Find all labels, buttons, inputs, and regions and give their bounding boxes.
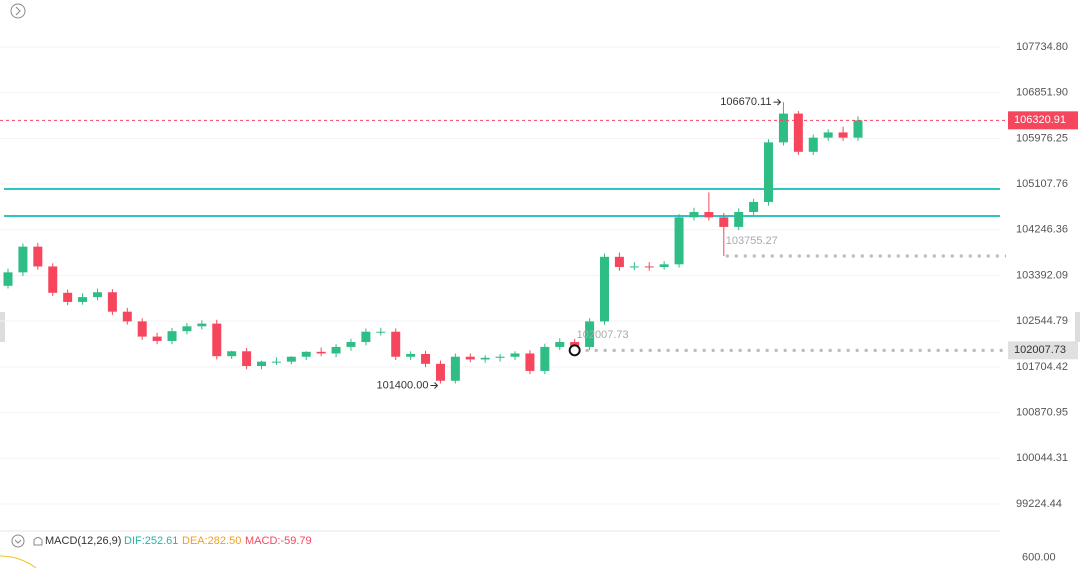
- candle-body: [674, 217, 684, 265]
- level-marker: [568, 344, 581, 357]
- candle-body: [525, 353, 535, 371]
- macd-line: [0, 555, 37, 568]
- collapse-button[interactable]: [10, 3, 26, 19]
- left-handle[interactable]: [0, 312, 5, 342]
- level-box: [1008, 341, 1078, 360]
- candle-body: [406, 354, 416, 357]
- candle-body: [495, 356, 505, 358]
- candle-body: [421, 354, 431, 364]
- candle-body: [212, 323, 222, 357]
- candle-body: [286, 356, 296, 362]
- candle-body: [331, 346, 341, 354]
- y-tick-label: 102544.79: [1016, 315, 1068, 327]
- candle-body: [585, 321, 595, 347]
- candle-body: [137, 321, 147, 337]
- low-arrow: [430, 382, 439, 389]
- candle-body: [599, 256, 609, 322]
- candle-body: [838, 132, 848, 138]
- level-annotation: 102007.73: [577, 329, 629, 341]
- y-tick-label: 99224.44: [1016, 498, 1062, 510]
- y-tick-label: 100044.31: [1016, 452, 1068, 464]
- candle-body: [510, 353, 520, 357]
- candle-body: [450, 356, 460, 381]
- y-tick-label: 100870.95: [1016, 406, 1068, 418]
- candle-body: [391, 331, 401, 357]
- candle-body: [92, 292, 102, 298]
- candle-body: [271, 361, 281, 363]
- candle-body: [152, 336, 162, 341]
- macd-title: MACD(12,26,9): [45, 535, 121, 547]
- candle-body: [540, 346, 550, 371]
- candle-body: [778, 113, 788, 143]
- y-tick-label: 107734.80: [1016, 41, 1068, 53]
- y-tick-label: 106851.90: [1016, 87, 1068, 99]
- candle-body: [704, 212, 714, 218]
- candle-body: [659, 264, 669, 267]
- candle-body: [18, 246, 28, 273]
- right-handle[interactable]: [1075, 312, 1080, 342]
- candle-body: [3, 272, 13, 286]
- level-price-label: 102007.73: [1014, 344, 1066, 356]
- candle-body: [808, 137, 818, 152]
- candle-body: [823, 132, 833, 138]
- macd-toggle-icon: [14, 539, 22, 544]
- candle-body: [33, 246, 43, 267]
- macd-tick-label: 600.00: [1022, 551, 1056, 563]
- high-arrow: [773, 98, 782, 106]
- collapse-icon: [15, 6, 21, 16]
- y-tick-label: 105976.25: [1016, 132, 1068, 144]
- macd-value: MACD:-59.79: [245, 535, 312, 547]
- candle-body: [257, 361, 267, 367]
- candle-body: [242, 351, 252, 367]
- y-tick-label: 104246.36: [1016, 224, 1068, 236]
- candle-body: [301, 351, 311, 357]
- candle-body: [644, 266, 654, 268]
- candle-body: [629, 266, 639, 268]
- candle-body: [853, 120, 863, 138]
- alert-icon[interactable]: [33, 537, 43, 546]
- candle-body: [555, 342, 565, 347]
- candle-body: [361, 331, 371, 343]
- candle-body: [316, 351, 326, 354]
- candle-body: [764, 142, 774, 202]
- low-annotation: 101400.00: [376, 379, 428, 391]
- candle-body: [734, 212, 744, 227]
- candle-body: [182, 326, 192, 332]
- candle-body: [346, 342, 356, 347]
- macd-toggle[interactable]: [11, 534, 25, 548]
- candle-body: [197, 323, 207, 327]
- candle-body: [614, 256, 624, 267]
- candle-body: [480, 357, 490, 360]
- y-tick-label: 101704.42: [1016, 361, 1068, 373]
- candle-body: [63, 292, 73, 302]
- candle-body: [465, 356, 475, 360]
- high-annotation: 106670.11: [720, 96, 771, 108]
- candle-body: [719, 217, 729, 227]
- macd-dea: DEA:282.50: [182, 535, 241, 547]
- candle-body: [793, 113, 803, 152]
- candle-body: [227, 351, 237, 357]
- candle-body: [122, 311, 132, 322]
- candle-body: [167, 331, 177, 341]
- candle-body: [435, 363, 445, 381]
- y-tick-label: 103392.09: [1016, 269, 1068, 281]
- last-price-box: [1008, 111, 1078, 130]
- candle-body: [689, 212, 699, 218]
- y-tick-label: 105107.76: [1016, 178, 1068, 190]
- candle-body: [107, 292, 117, 312]
- candle-body: [78, 297, 88, 302]
- candle-body: [48, 266, 58, 293]
- candle-body: [376, 331, 386, 333]
- candle-body: [749, 201, 759, 213]
- macd-dif: DIF:252.61: [124, 535, 178, 547]
- level-annotation: 103755.27: [726, 235, 778, 247]
- last-price-label: 106320.91: [1014, 114, 1066, 126]
